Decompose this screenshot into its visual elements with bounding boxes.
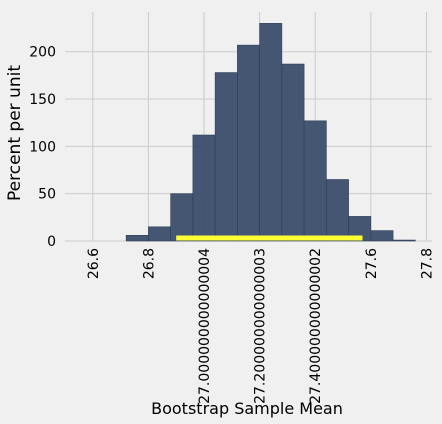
y-axis-ticks: 0 50 100 150 200 xyxy=(29,45,56,250)
histogram-bar xyxy=(326,179,349,242)
y-tick-label: 100 xyxy=(29,139,56,155)
x-tick-label: 27.8 xyxy=(419,248,435,279)
histogram-bar xyxy=(392,239,416,242)
x-axis-label: Bootstrap Sample Mean xyxy=(151,399,343,418)
histogram-bar xyxy=(170,193,194,242)
histogram-bar xyxy=(237,44,260,242)
x-tick-label: 27.200000000000003 xyxy=(253,248,269,404)
x-tick-label: 27.000000000000004 xyxy=(197,248,213,404)
x-tick-label: 26.6 xyxy=(86,248,102,279)
y-axis-label: Percent per unit xyxy=(5,65,25,201)
histogram-bar xyxy=(214,72,238,242)
y-tick-label: 200 xyxy=(29,45,56,61)
histogram-bar xyxy=(148,226,171,242)
histogram-bar xyxy=(303,120,327,242)
x-tick-label: 26.8 xyxy=(141,248,157,279)
histogram-bar xyxy=(348,216,372,242)
histogram-bar xyxy=(125,235,149,242)
x-axis-ticks: 26.6 26.8 27.000000000000004 27.20000000000… xyxy=(86,248,436,404)
histogram-bar xyxy=(370,230,394,242)
y-tick-label: 0 xyxy=(47,234,56,250)
y-tick-label: 50 xyxy=(38,187,56,203)
histogram-bar xyxy=(259,23,283,242)
histogram-bar xyxy=(192,134,216,242)
y-tick-label: 150 xyxy=(29,92,56,108)
histogram-bar xyxy=(281,63,305,242)
x-tick-label: 27.6 xyxy=(364,248,380,279)
histogram-bars xyxy=(125,23,416,242)
x-tick-label: 27.400000000000002 xyxy=(308,248,324,404)
